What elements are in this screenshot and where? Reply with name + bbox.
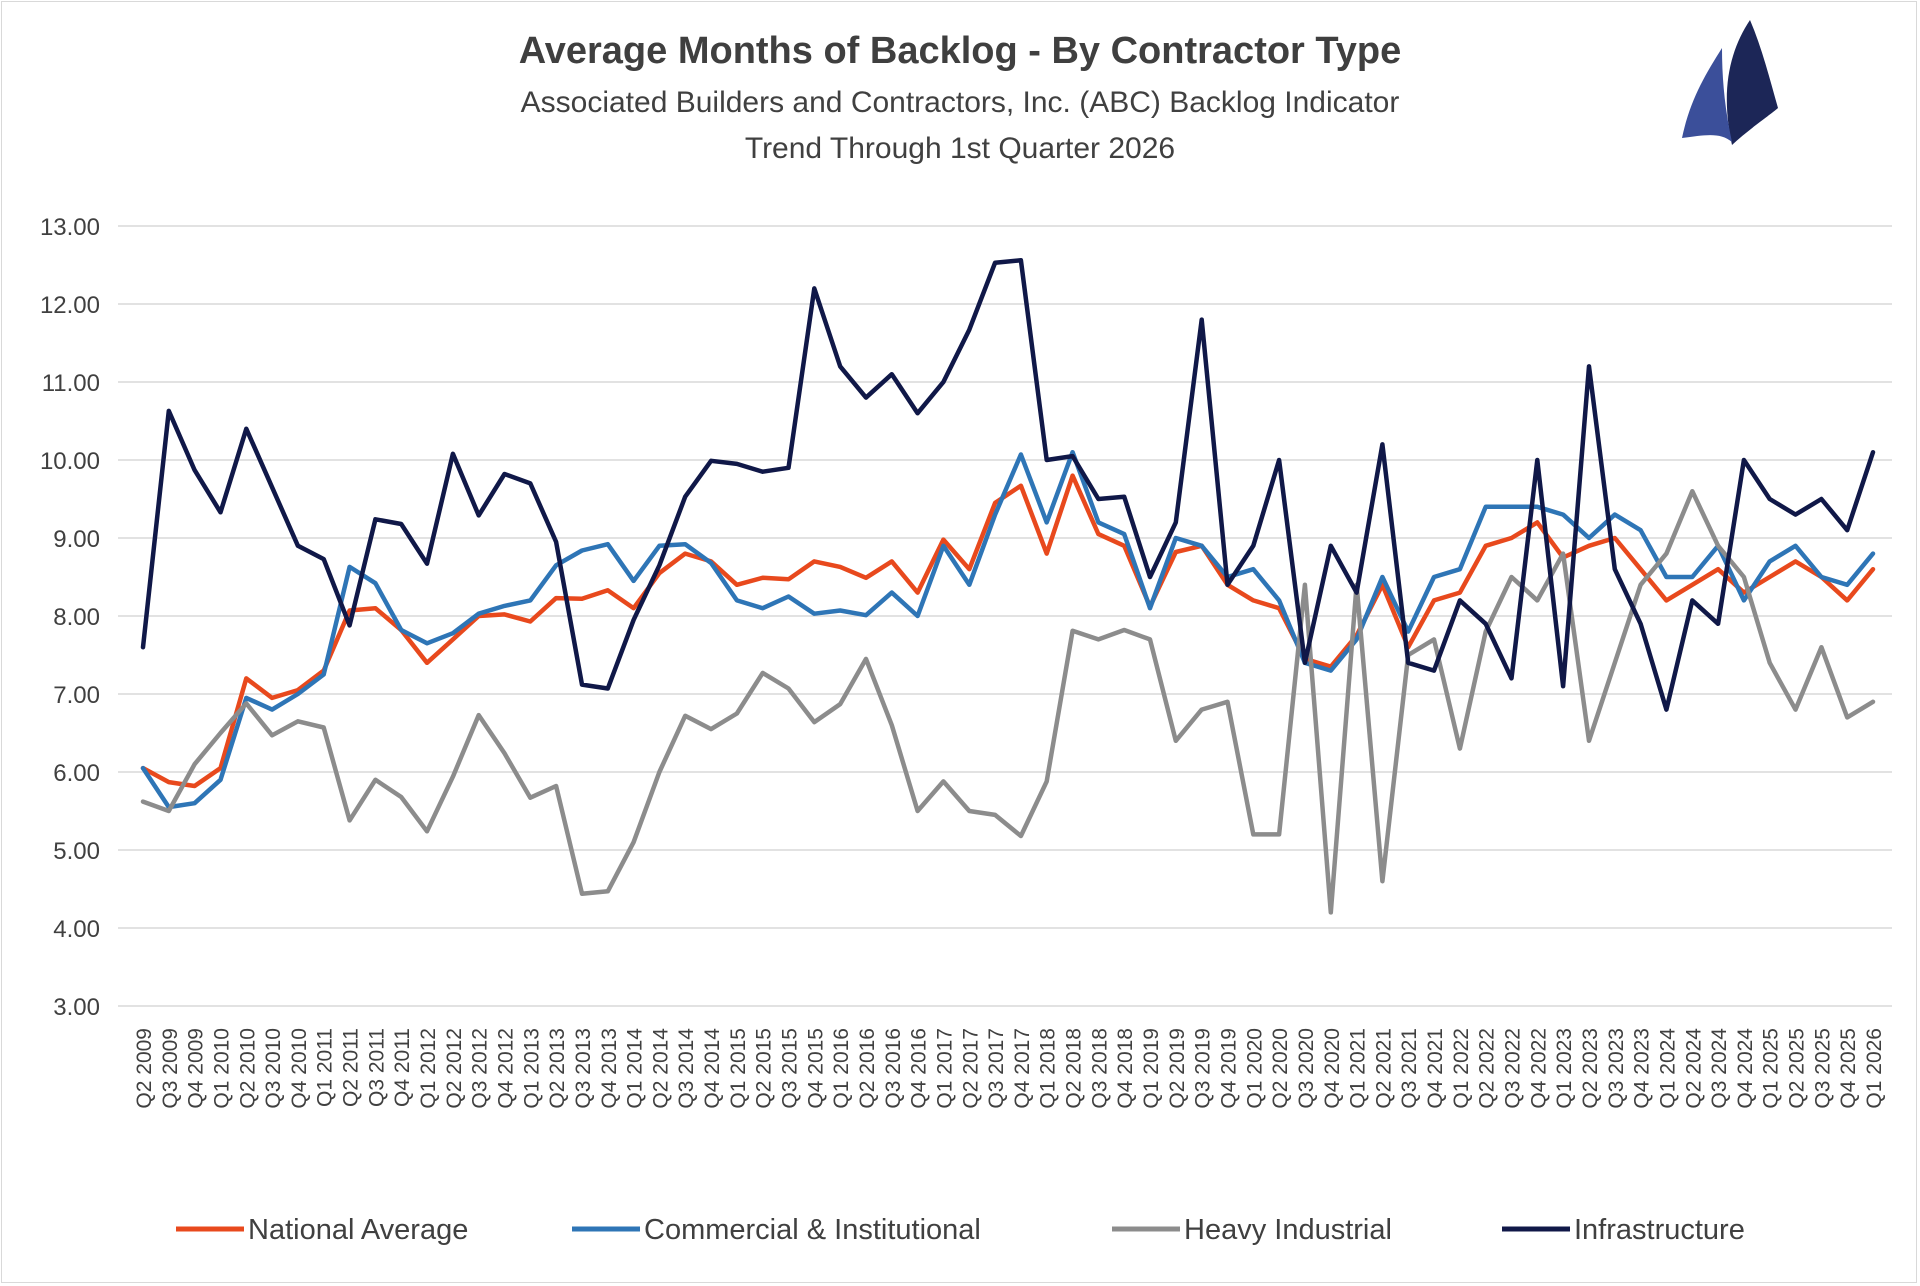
- x-tick-label: Q1 2011: [314, 1028, 337, 1107]
- x-tick-label: Q1 2017: [933, 1028, 956, 1109]
- x-tick-label: Q1 2023: [1553, 1028, 1576, 1109]
- x-tick-label: Q2 2023: [1579, 1028, 1602, 1109]
- x-tick-label: Q4 2025: [1837, 1028, 1860, 1109]
- x-tick-label: Q2 2011: [340, 1028, 363, 1107]
- x-tick-label: Q1 2015: [727, 1028, 750, 1109]
- x-tick-label: Q2 2015: [753, 1028, 776, 1109]
- x-tick-label: Q1 2012: [417, 1028, 440, 1109]
- y-tick-label: 8.00: [53, 604, 100, 631]
- x-tick-label: Q4 2014: [701, 1028, 724, 1109]
- x-tick-label: Q1 2024: [1656, 1028, 1679, 1109]
- y-tick-label: 9.00: [53, 526, 100, 553]
- series-line-commercial-institutional: [140, 449, 1876, 810]
- x-tick-label: Q3 2025: [1811, 1028, 1834, 1109]
- x-tick-label: Q1 2019: [1140, 1028, 1163, 1109]
- x-tick-label: Q4 2021: [1424, 1028, 1447, 1109]
- x-tick-label: Q4 2024: [1734, 1028, 1757, 1109]
- x-tick-label: Q3 2013: [572, 1028, 595, 1109]
- x-tick-label: Q3 2009: [159, 1028, 182, 1109]
- x-tick-label: Q1 2018: [1037, 1028, 1060, 1109]
- x-tick-label: Q1 2014: [624, 1028, 647, 1109]
- x-tick-label: Q2 2021: [1372, 1028, 1395, 1109]
- x-tick-label: Q4 2022: [1527, 1028, 1550, 1109]
- y-tick-label: 5.00: [53, 838, 100, 865]
- x-tick-label: Q1 2020: [1243, 1028, 1266, 1109]
- legend-label: Infrastructure: [1574, 1214, 1745, 1246]
- x-tick-label: Q2 2009: [133, 1028, 156, 1109]
- x-tick-label: Q3 2015: [779, 1028, 802, 1109]
- legend-label: Commercial & Institutional: [644, 1214, 981, 1246]
- x-tick-label: Q4 2013: [598, 1028, 621, 1109]
- x-tick-label: Q2 2010: [236, 1028, 259, 1109]
- x-tick-label: Q3 2021: [1398, 1028, 1421, 1109]
- x-tick-label: Q2 2014: [649, 1028, 672, 1109]
- x-tick-label: Q3 2014: [675, 1028, 698, 1109]
- x-tick-label: Q2 2024: [1682, 1028, 1705, 1109]
- x-tick-label: Q1 2026: [1863, 1028, 1886, 1109]
- x-tick-label: Q4 2017: [1011, 1028, 1034, 1109]
- x-tick-label: Q3 2019: [1192, 1028, 1215, 1109]
- y-tick-label: 7.00: [53, 682, 100, 709]
- x-tick-label: Q2 2025: [1786, 1028, 1809, 1109]
- x-tick-label: Q3 2020: [1295, 1028, 1318, 1109]
- x-tick-label: Q4 2015: [804, 1028, 827, 1109]
- y-tick-label: 11.00: [42, 370, 100, 397]
- x-tick-label: Q2 2013: [546, 1028, 569, 1109]
- x-tick-label: Q4 2011: [391, 1028, 414, 1107]
- x-tick-label: Q1 2016: [830, 1028, 853, 1109]
- legend-label: Heavy Industrial: [1184, 1214, 1392, 1246]
- chart-subtitle: Associated Builders and Contractors, Inc…: [520, 86, 1400, 119]
- x-tick-label: Q1 2010: [210, 1028, 233, 1109]
- series-line-national-average: [140, 473, 1876, 789]
- x-tick-label: Q3 2018: [1088, 1028, 1111, 1109]
- y-tick-label: 3.00: [53, 994, 100, 1021]
- x-tick-label: Q4 2012: [494, 1028, 517, 1109]
- series-line-heavy-industrial: [140, 488, 1876, 915]
- x-tick-label: Q4 2009: [185, 1028, 208, 1109]
- x-tick-label: Q3 2024: [1708, 1028, 1731, 1109]
- x-tick-label: Q3 2017: [985, 1028, 1008, 1109]
- x-tick-label: Q2 2018: [1063, 1028, 1086, 1109]
- x-tick-label: Q2 2019: [1166, 1028, 1189, 1109]
- chart-title: Average Months of Backlog - By Contracto…: [518, 30, 1402, 72]
- y-tick-label: 6.00: [53, 760, 100, 787]
- x-tick-label: Q1 2021: [1347, 1028, 1370, 1109]
- x-tick-label: Q3 2023: [1605, 1028, 1628, 1109]
- x-tick-label: Q3 2012: [469, 1028, 492, 1109]
- x-tick-label: Q4 2019: [1217, 1028, 1240, 1109]
- x-tick-label: Q2 2016: [856, 1028, 879, 1109]
- x-tick-label: Q2 2020: [1269, 1028, 1292, 1109]
- x-tick-label: Q3 2016: [882, 1028, 905, 1109]
- x-tick-label: Q4 2020: [1321, 1028, 1344, 1109]
- x-tick-label: Q3 2022: [1502, 1028, 1525, 1109]
- y-tick-label: 13.00: [40, 214, 100, 241]
- legend-label: National Average: [248, 1214, 468, 1246]
- y-tick-label: 10.00: [40, 448, 100, 475]
- x-tick-label: Q1 2022: [1450, 1028, 1473, 1109]
- x-tick-label: Q2 2022: [1476, 1028, 1499, 1109]
- x-tick-label: Q4 2010: [288, 1028, 311, 1109]
- x-tick-label: Q1 2025: [1760, 1028, 1783, 1109]
- sail-rear-icon: [1726, 20, 1778, 145]
- sailboat-logo: [1682, 20, 1778, 145]
- x-tick-label: Q3 2011: [365, 1028, 388, 1107]
- x-tick-label: Q4 2023: [1631, 1028, 1654, 1109]
- x-tick-label: Q2 2012: [443, 1028, 466, 1109]
- series-line-infrastructure: [140, 258, 1876, 712]
- x-tick-label: Q3 2010: [262, 1028, 285, 1109]
- sail-front-icon: [1682, 48, 1732, 142]
- x-tick-label: Q4 2018: [1114, 1028, 1137, 1109]
- x-tick-label: Q1 2013: [520, 1028, 543, 1109]
- chart-subtitle-period: Trend Through 1st Quarter 2026: [744, 132, 1176, 165]
- x-tick-label: Q2 2017: [959, 1028, 982, 1109]
- x-tick-label: Q4 2016: [908, 1028, 931, 1109]
- y-tick-label: 4.00: [53, 916, 100, 943]
- y-tick-label: 12.00: [40, 292, 100, 319]
